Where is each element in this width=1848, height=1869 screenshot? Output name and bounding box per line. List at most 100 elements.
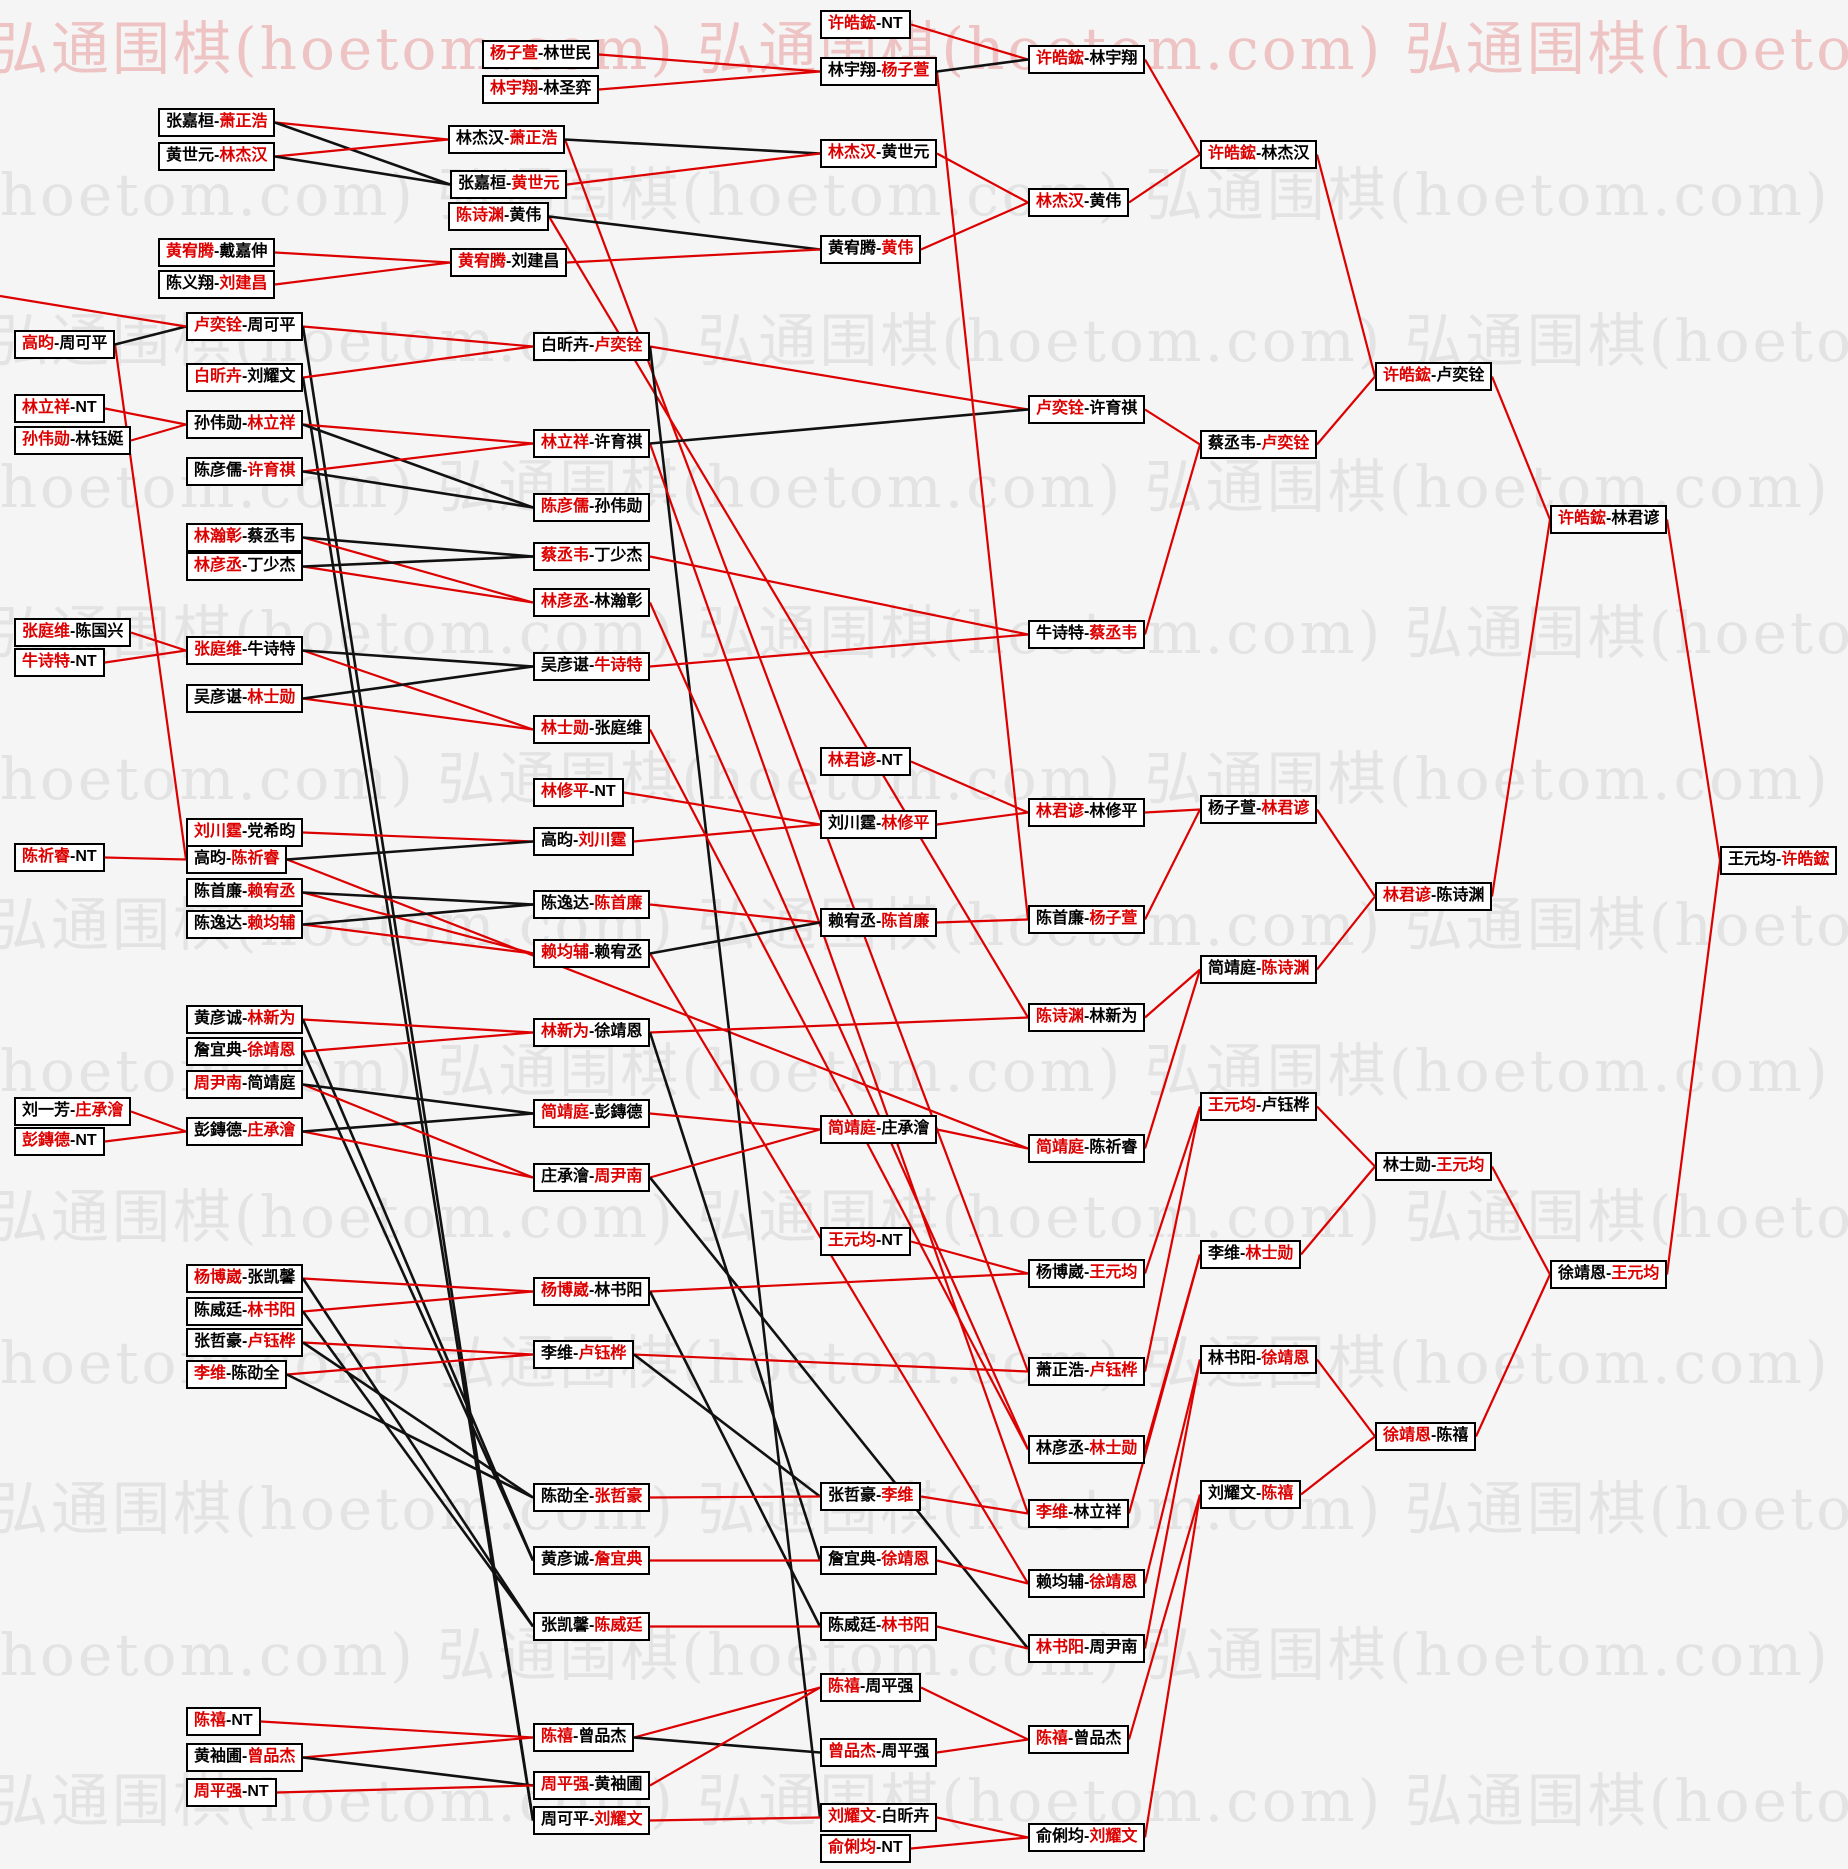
winner-line bbox=[920, 1495, 1029, 1515]
match-box: 高昀-刘川霆 bbox=[533, 827, 635, 856]
player-loser: 张凯馨 bbox=[541, 1617, 590, 1634]
winner-line bbox=[1144, 968, 1201, 1019]
loser-line bbox=[274, 155, 451, 186]
loser-line bbox=[648, 1176, 1030, 1650]
match-box: 黄袖圃-曾品杰 bbox=[186, 1743, 304, 1772]
player-loser: 王元均 bbox=[1728, 851, 1777, 868]
match-box: 杨子萱-林世民 bbox=[482, 40, 600, 69]
match-box: 孙伟勋-林立祥 bbox=[186, 410, 304, 439]
winner-line bbox=[649, 1495, 821, 1499]
vs-hyphen: - bbox=[876, 815, 882, 832]
winner-line bbox=[1315, 154, 1377, 377]
player-winner: 许皓鋐 bbox=[1208, 145, 1257, 162]
winner-line bbox=[1127, 1494, 1202, 1740]
watermark-text: 弘通围棋(hoetom.com) 弘通围棋(hoetom.com) 弘通围棋(h… bbox=[0, 599, 1848, 667]
match-box: 林立祥-NT bbox=[14, 394, 105, 423]
player-winner: 张哲豪 bbox=[594, 1488, 643, 1505]
player-loser: 赖宥丞 bbox=[594, 944, 643, 961]
match-box: 林书阳-周尹南 bbox=[1028, 1634, 1146, 1663]
winner-line bbox=[910, 23, 1029, 61]
winner-line bbox=[1143, 969, 1202, 1149]
player-winner: 李维 bbox=[881, 1487, 914, 1504]
winner-line bbox=[936, 152, 1029, 204]
player-loser: 詹宜典 bbox=[194, 1042, 243, 1059]
vs-hyphen: - bbox=[589, 1811, 595, 1828]
winner-line bbox=[1665, 860, 1722, 1275]
player-loser: 陈国兴 bbox=[75, 623, 124, 640]
match-box: 简靖庭-陈诗渊 bbox=[1200, 955, 1318, 984]
winner-line bbox=[104, 649, 187, 664]
match-box: 赖均辅-徐靖恩 bbox=[1028, 1569, 1146, 1598]
match-box: 林宇翔-林圣弈 bbox=[482, 75, 600, 104]
loser-line bbox=[286, 840, 534, 861]
match-box: 王元均-NT bbox=[820, 1227, 911, 1256]
match-box: 林君谚-林修平 bbox=[1028, 798, 1146, 827]
player-loser: 高昀 bbox=[541, 832, 574, 849]
player-loser: 林宇翔 bbox=[828, 62, 877, 79]
player-winner: 林君谚 bbox=[1383, 887, 1432, 904]
match-box: 徐靖恩-陈禧 bbox=[1375, 1422, 1477, 1451]
match-box: 林杰汉-黄伟 bbox=[1028, 188, 1130, 217]
vs-hyphen: - bbox=[876, 1617, 882, 1634]
vs-hyphen: - bbox=[1431, 367, 1437, 384]
winner-line bbox=[1300, 1165, 1376, 1256]
vs-hyphen: - bbox=[1431, 1427, 1437, 1444]
loser-line bbox=[302, 555, 534, 568]
player-loser: 周可平 bbox=[541, 1811, 590, 1828]
player-loser: 赖均辅 bbox=[1036, 1574, 1085, 1591]
vs-hyphen: - bbox=[1256, 960, 1262, 977]
winner-line bbox=[130, 631, 187, 652]
vs-hyphen: - bbox=[589, 434, 595, 451]
match-box: 陈首廉-杨子萱 bbox=[1028, 905, 1146, 934]
match-box: 萧正浩-卢钰桦 bbox=[1028, 1357, 1146, 1386]
vs-hyphen: - bbox=[54, 335, 60, 352]
winner-line bbox=[1490, 519, 1552, 897]
match-box: 卢奕铨-许育祺 bbox=[1028, 395, 1146, 424]
player-winner: 王元均 bbox=[1208, 1097, 1257, 1114]
loser-line bbox=[301, 326, 535, 1821]
vs-hyphen: - bbox=[70, 848, 76, 865]
player-winner: 陈祈睿 bbox=[22, 848, 71, 865]
match-box: 林彦丞-林士勋 bbox=[1028, 1435, 1146, 1464]
winner-line bbox=[274, 261, 451, 286]
vs-hyphen: - bbox=[589, 657, 595, 674]
match-box: 林新为-徐靖恩 bbox=[533, 1018, 651, 1047]
player-loser: 周平强 bbox=[865, 1678, 914, 1695]
player-winner: 简靖庭 bbox=[828, 1120, 877, 1137]
player-loser: 简靖庭 bbox=[247, 1075, 296, 1092]
vs-hyphen: - bbox=[242, 1269, 248, 1286]
winner-line bbox=[302, 923, 534, 955]
player-winner: 陈禧 bbox=[541, 1728, 574, 1745]
match-box: 王元均-卢钰桦 bbox=[1200, 1092, 1318, 1121]
player-loser: NT bbox=[881, 1839, 903, 1856]
winner-line bbox=[633, 1686, 821, 1739]
match-box: 白昕卉-卢奕铨 bbox=[533, 332, 651, 361]
player-winner: 林瀚彰 bbox=[194, 528, 243, 545]
player-loser: 刘建昌 bbox=[511, 253, 560, 270]
player-loser: 卢奕铨 bbox=[1436, 367, 1485, 384]
player-loser: 庄承澮 bbox=[881, 1120, 930, 1137]
player-loser: NT bbox=[231, 1712, 253, 1729]
player-winner: 林宇翔 bbox=[490, 80, 539, 97]
player-loser: 张哲豪 bbox=[194, 1333, 243, 1350]
player-loser: 刘耀文 bbox=[247, 368, 296, 385]
player-winner: 简靖庭 bbox=[541, 1104, 590, 1121]
winner-line bbox=[302, 1130, 534, 1179]
loser-line bbox=[936, 58, 1029, 73]
winner-line bbox=[1316, 375, 1376, 446]
vs-hyphen: - bbox=[214, 275, 220, 292]
player-loser: 林君谚 bbox=[1611, 510, 1660, 527]
player-loser: 陈诗渊 bbox=[1436, 887, 1485, 904]
winner-line bbox=[936, 1128, 1029, 1150]
player-loser: 李维 bbox=[541, 1345, 574, 1362]
loser-line bbox=[301, 1310, 535, 1628]
vs-hyphen: - bbox=[226, 1365, 232, 1382]
player-loser: 杨子萱 bbox=[1208, 800, 1257, 817]
vs-hyphen: - bbox=[589, 783, 595, 800]
vs-hyphen: - bbox=[573, 1728, 579, 1745]
player-winner: 简靖庭 bbox=[1036, 1139, 1085, 1156]
player-loser: NT bbox=[881, 15, 903, 32]
vs-hyphen: - bbox=[242, 317, 248, 334]
match-box: 陈彦儒-孙伟勋 bbox=[533, 493, 651, 522]
vs-hyphen: - bbox=[589, 498, 595, 515]
